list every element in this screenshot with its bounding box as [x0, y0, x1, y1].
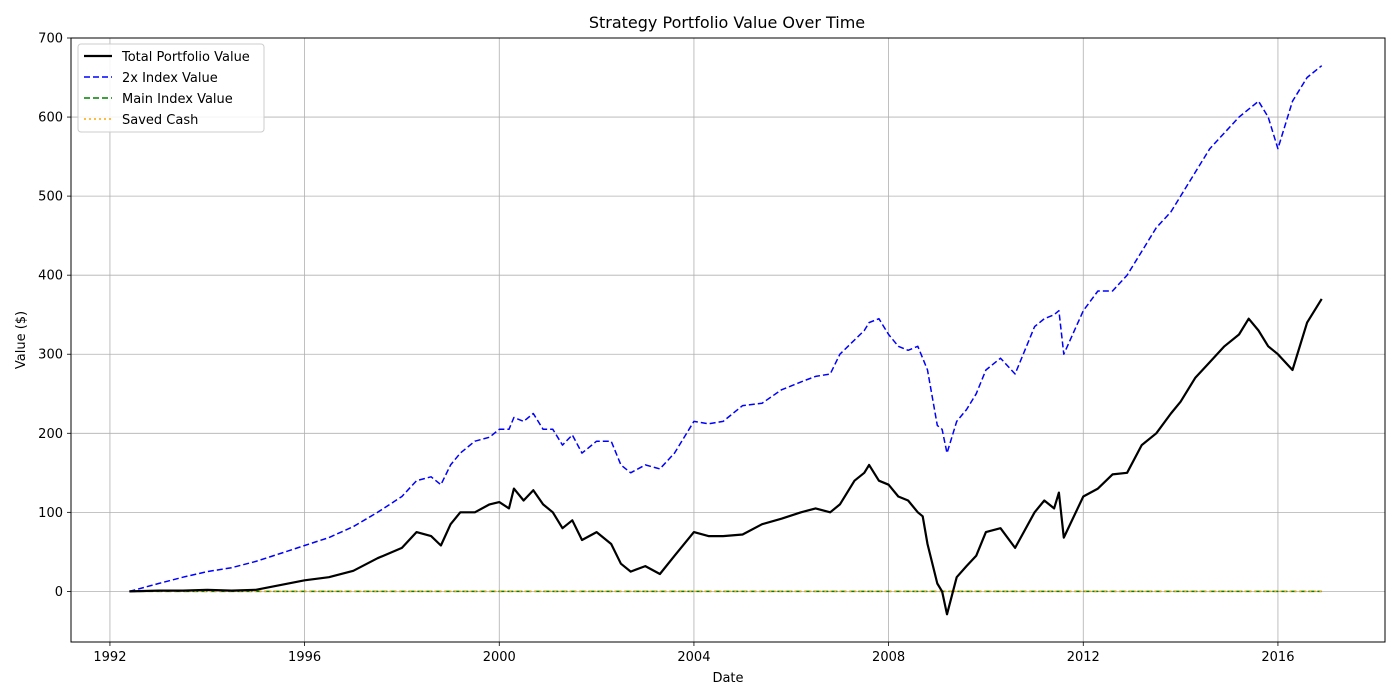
series-line-1 — [129, 65, 1323, 593]
series-lines — [129, 65, 1323, 616]
x-axis-label: Date — [712, 671, 743, 686]
x-tick-label: 2012 — [1067, 650, 1100, 665]
chart-title: Strategy Portfolio Value Over Time — [589, 13, 865, 32]
x-tick-label: 2000 — [483, 650, 516, 665]
y-tick-label: 600 — [38, 111, 63, 126]
legend-label: Total Portfolio Value — [121, 50, 250, 65]
series-line-0 — [129, 298, 1323, 616]
x-tick-label: 2016 — [1261, 650, 1294, 665]
x-tick-label: 1992 — [93, 650, 126, 665]
legend-label: Main Index Value — [122, 92, 233, 107]
y-tick-label: 700 — [38, 32, 63, 47]
y-tick-label: 0 — [55, 585, 63, 600]
legend-box — [77, 43, 265, 133]
y-axis-label: Value ($) — [14, 311, 29, 369]
x-tick-label: 2004 — [677, 650, 710, 665]
plot-frame — [70, 37, 1386, 643]
y-tick-label: 400 — [38, 269, 63, 284]
x-tick-label: 1996 — [288, 650, 321, 665]
axis-ticks: 1992 1996 2000 2004 2008 2012 2016 0 100 200 300 40… — [38, 32, 1294, 666]
y-tick-label: 300 — [38, 348, 63, 363]
legend-label: Saved Cash — [122, 113, 198, 128]
y-tick-label: 500 — [38, 190, 63, 205]
legend-label: 2x Index Value — [122, 71, 218, 86]
x-tick-label: 2008 — [872, 650, 905, 665]
y-tick-label: 100 — [38, 506, 63, 521]
legend: Total Portfolio Value 2x Index Value Main … — [77, 43, 265, 133]
grid — [71, 37, 1385, 642]
y-tick-label: 200 — [38, 427, 63, 442]
